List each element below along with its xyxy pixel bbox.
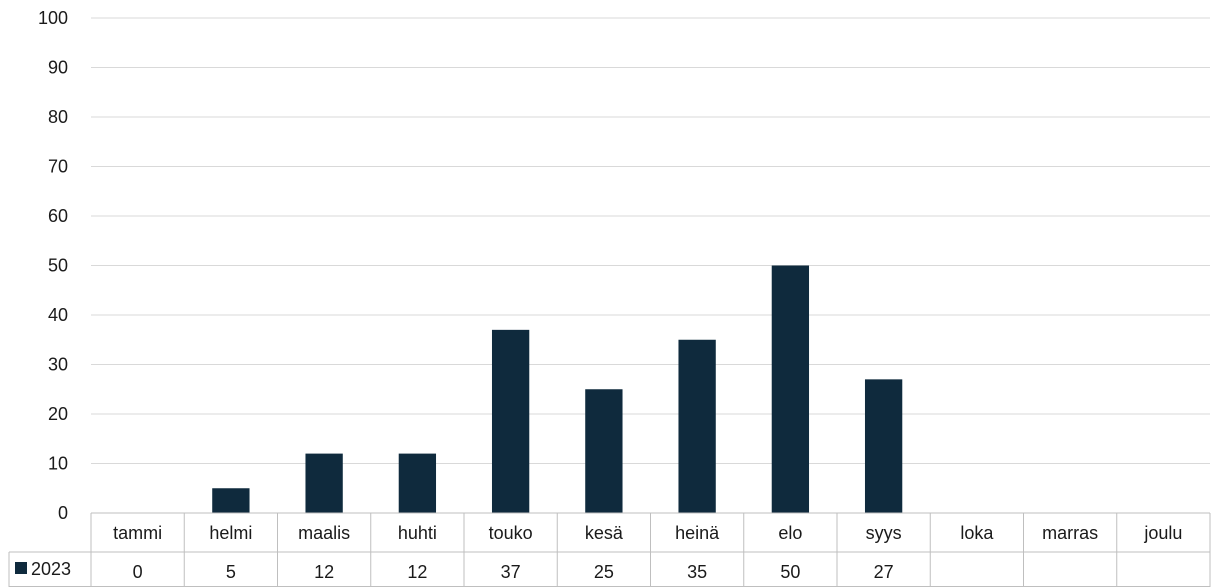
y-tick-label: 90 bbox=[48, 58, 68, 78]
category-label: loka bbox=[960, 523, 994, 543]
category-label: elo bbox=[778, 523, 802, 543]
category-label: huhti bbox=[398, 523, 437, 543]
y-tick-label: 0 bbox=[58, 503, 68, 523]
legend-series-name: 2023 bbox=[31, 559, 71, 579]
bar-elo bbox=[771, 265, 810, 513]
category-label: touko bbox=[489, 523, 533, 543]
category-label: syys bbox=[866, 523, 902, 543]
category-label: maalis bbox=[298, 523, 350, 543]
y-tick-label: 10 bbox=[48, 454, 68, 474]
data-label: 35 bbox=[687, 562, 707, 582]
bar-helmi bbox=[212, 488, 250, 513]
category-label: marras bbox=[1042, 523, 1098, 543]
category-label: helmi bbox=[209, 523, 252, 543]
category-label: joulu bbox=[1143, 523, 1182, 543]
y-tick-label: 70 bbox=[48, 157, 68, 177]
bar-heinä bbox=[678, 339, 716, 513]
y-tick-label: 50 bbox=[48, 256, 68, 276]
category-label: heinä bbox=[675, 523, 720, 543]
data-label: 12 bbox=[314, 562, 334, 582]
data-label: 25 bbox=[594, 562, 614, 582]
y-tick-label: 30 bbox=[48, 355, 68, 375]
y-tick-label: 100 bbox=[38, 8, 68, 28]
y-axis-ticks: 0 10 20 30 40 50 60 70 80 90 100 bbox=[38, 8, 68, 523]
data-label: 37 bbox=[501, 562, 521, 582]
bar-huhti bbox=[398, 453, 437, 513]
category-label: tammi bbox=[113, 523, 162, 543]
bar-maalis bbox=[305, 453, 343, 513]
data-label: 12 bbox=[407, 562, 427, 582]
category-label: kesä bbox=[585, 523, 624, 543]
bars bbox=[212, 265, 903, 513]
y-tick-label: 80 bbox=[48, 107, 68, 127]
legend-swatch bbox=[15, 562, 27, 574]
bar-touko bbox=[491, 329, 530, 513]
y-tick-label: 60 bbox=[48, 206, 68, 226]
data-label: 5 bbox=[226, 562, 236, 582]
gridlines bbox=[91, 17, 1210, 464]
y-tick-label: 20 bbox=[48, 404, 68, 424]
data-label: 0 bbox=[133, 562, 143, 582]
y-tick-label: 40 bbox=[48, 305, 68, 325]
data-table: tammi helmi maalis huhti touko kesä heinä elo sy… bbox=[8, 512, 1211, 587]
bar-kesä bbox=[585, 389, 623, 513]
bar-syys bbox=[864, 379, 903, 513]
data-label: 27 bbox=[874, 562, 894, 582]
data-label: 50 bbox=[780, 562, 800, 582]
